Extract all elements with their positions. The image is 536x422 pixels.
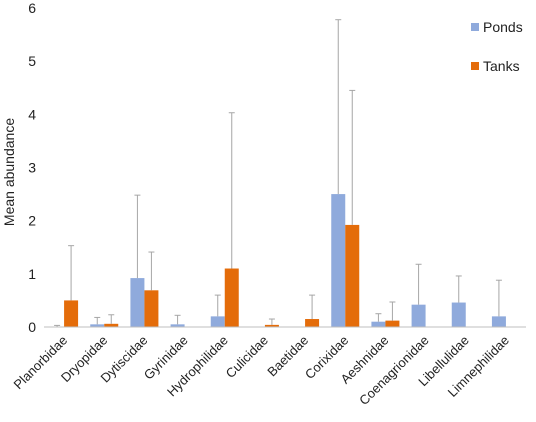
y-tick-label: 4 [28, 106, 36, 122]
error-bars [54, 19, 502, 327]
bar-ponds-aeshnidae [371, 321, 386, 327]
bar-tanks-baetidae [305, 319, 320, 327]
x-tick-label: Coenagrionidae [356, 333, 432, 409]
x-tick-label: Planorbidae [11, 333, 71, 393]
legend-label-ponds: Ponds [483, 19, 523, 35]
bar-ponds-dytiscidae [130, 278, 145, 327]
bar-ponds-dryopidae [90, 324, 105, 327]
y-axis-title: Mean abundance [1, 118, 17, 226]
y-tick-label: 3 [28, 160, 36, 176]
bar-tanks-dytiscidae [144, 290, 159, 327]
bar-ponds-hydrophilidae [210, 316, 225, 327]
bar-ponds-corixidae [331, 194, 346, 327]
x-tick-label: Culicidae [223, 333, 271, 381]
y-tick-label: 1 [28, 266, 36, 282]
y-axis: 0 1 2 3 4 5 6 [28, 0, 36, 335]
bars [64, 194, 506, 327]
bar-ponds-coenagrionidae [411, 304, 426, 327]
y-tick-label: 2 [28, 213, 36, 229]
bar-tanks-planorbidae [64, 300, 79, 327]
legend-swatch-tanks [471, 62, 479, 70]
bar-tanks-corixidae [345, 224, 360, 327]
bar-tanks-hydrophilidae [224, 268, 239, 327]
bar-tanks-culicidae [264, 324, 279, 327]
x-axis: PlanorbidaeDryopidaeDytiscidaeGyrinidaeH… [11, 333, 513, 409]
bar-tanks-dryopidae [104, 323, 119, 327]
y-tick-label: 0 [28, 319, 36, 335]
legend-swatch-ponds [471, 23, 479, 31]
bar-ponds-limnephilidae [491, 316, 506, 327]
bar-tanks-aeshnidae [385, 320, 400, 327]
y-tick-label: 5 [28, 53, 36, 69]
bar-ponds-libellulidae [451, 302, 466, 327]
legend: Ponds Tanks [471, 19, 523, 74]
bar-ponds-gyrinidae [170, 324, 185, 327]
y-tick-label: 6 [28, 0, 36, 16]
legend-label-tanks: Tanks [483, 58, 520, 74]
